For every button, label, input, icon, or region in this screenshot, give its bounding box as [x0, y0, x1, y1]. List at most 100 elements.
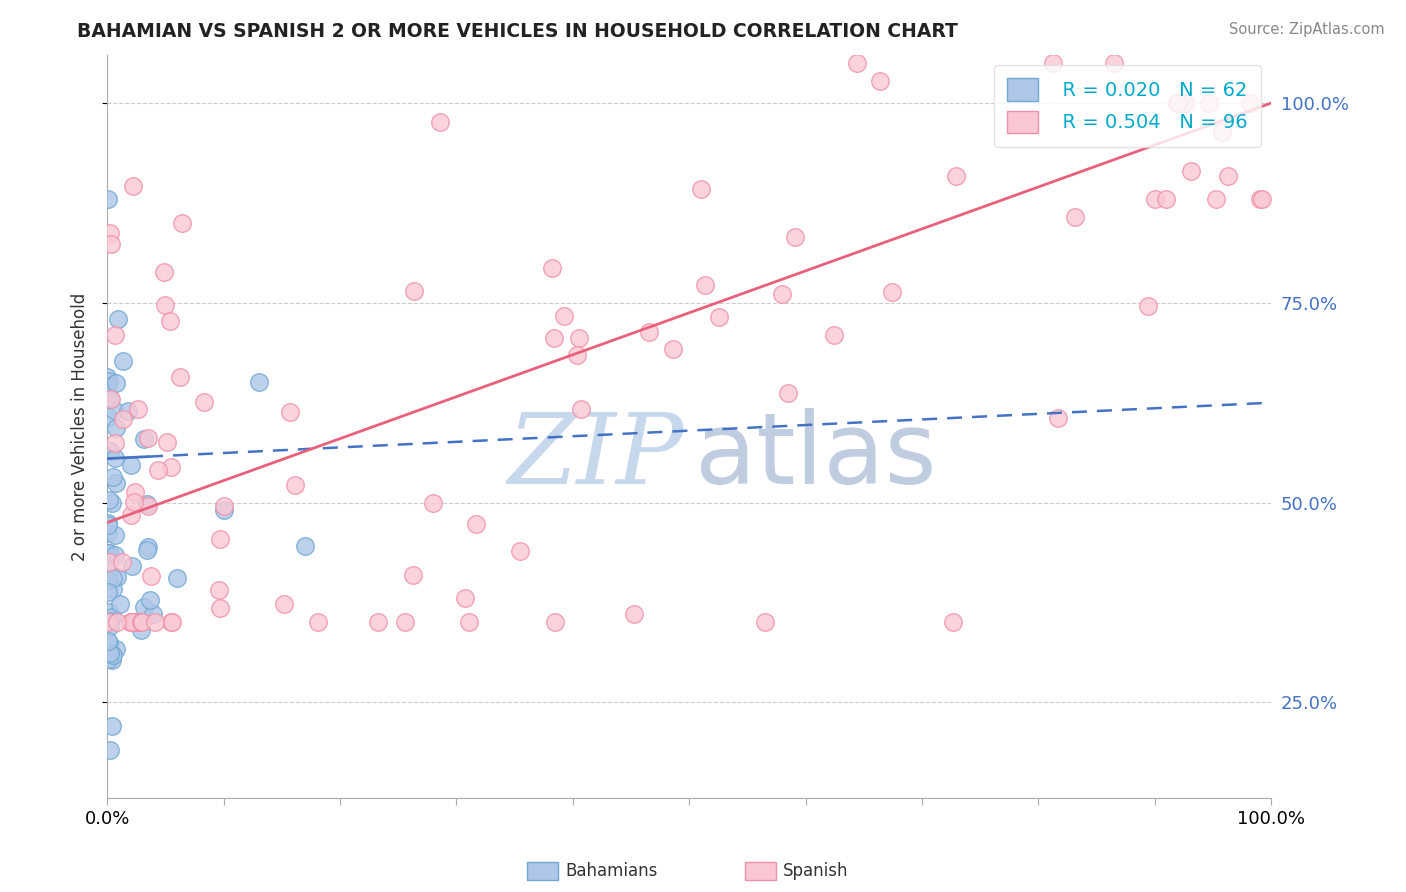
Point	[509, 544, 531, 558]
Point	[127, 401, 149, 416]
Point	[111, 354, 134, 368]
Point	[101, 719, 124, 733]
Point	[101, 496, 124, 510]
Text: atlas: atlas	[695, 408, 936, 505]
Point	[1211, 125, 1233, 139]
Point	[124, 615, 146, 630]
Point	[98, 605, 121, 619]
Point	[208, 600, 231, 615]
Point	[754, 615, 776, 630]
Y-axis label: 2 or more Vehicles in Household: 2 or more Vehicles in Household	[72, 293, 89, 561]
Point	[97, 410, 120, 425]
Point	[623, 607, 645, 622]
Point	[124, 485, 146, 500]
Point	[142, 607, 165, 621]
Point	[458, 615, 481, 630]
Point	[97, 615, 120, 630]
Point	[212, 499, 235, 513]
Point	[131, 615, 153, 630]
Point	[112, 411, 135, 425]
Point	[117, 404, 139, 418]
Point	[97, 192, 120, 206]
Point	[131, 615, 153, 630]
Point	[1174, 96, 1197, 111]
Point	[105, 615, 128, 630]
Point	[96, 369, 118, 384]
Point	[139, 569, 162, 583]
Point	[132, 600, 155, 615]
Point	[709, 310, 731, 325]
Point	[97, 652, 120, 666]
Point	[101, 470, 124, 484]
Point	[104, 641, 127, 656]
Point	[1180, 164, 1202, 178]
Point	[100, 226, 122, 240]
Point	[107, 311, 129, 326]
Point	[97, 545, 120, 559]
Point	[135, 543, 157, 558]
Point	[104, 548, 127, 562]
Point	[429, 115, 451, 129]
Point	[136, 499, 159, 513]
Point	[402, 568, 425, 582]
Point	[96, 379, 118, 393]
Point	[637, 326, 659, 340]
Point	[159, 615, 181, 630]
Point	[846, 56, 869, 70]
Point	[97, 633, 120, 648]
Point	[553, 309, 575, 323]
Point	[1154, 192, 1177, 206]
Point	[209, 532, 232, 546]
Point	[278, 405, 301, 419]
Point	[100, 392, 122, 406]
Point	[138, 592, 160, 607]
Point	[136, 497, 159, 511]
Point	[97, 573, 120, 587]
Point	[148, 463, 170, 477]
Point	[294, 539, 316, 553]
Point	[1102, 56, 1125, 70]
Point	[121, 615, 143, 630]
Point	[544, 615, 567, 630]
Point	[97, 516, 120, 530]
Point	[568, 331, 591, 345]
Point	[153, 298, 176, 312]
Point	[128, 615, 150, 630]
Point	[1249, 192, 1271, 206]
Point	[540, 261, 562, 276]
Point	[120, 508, 142, 523]
Point	[166, 571, 188, 585]
Point	[153, 265, 176, 279]
Point	[104, 528, 127, 542]
Point	[98, 743, 121, 757]
Point	[98, 555, 121, 569]
Point	[104, 436, 127, 450]
Point	[1042, 56, 1064, 70]
Point	[1198, 96, 1220, 111]
Text: Bahamians: Bahamians	[565, 862, 658, 880]
Legend:   R = 0.020   N = 62,   R = 0.504   N = 96: R = 0.020 N = 62, R = 0.504 N = 96	[994, 65, 1261, 146]
Point	[98, 646, 121, 660]
Point	[103, 571, 125, 585]
Point	[212, 503, 235, 517]
Point	[97, 518, 120, 533]
Point	[121, 178, 143, 193]
Point	[101, 648, 124, 662]
Point	[97, 546, 120, 560]
Point	[273, 597, 295, 611]
Point	[101, 582, 124, 596]
Point	[661, 342, 683, 356]
Point	[1166, 96, 1188, 111]
Point	[101, 653, 124, 667]
Point	[101, 610, 124, 624]
Point	[1216, 169, 1239, 183]
Point	[172, 216, 194, 230]
Point	[942, 615, 965, 630]
Point	[1251, 192, 1274, 206]
Point	[110, 555, 132, 569]
Point	[160, 460, 183, 475]
Point	[1239, 96, 1261, 111]
Point	[159, 314, 181, 328]
Point	[571, 401, 593, 416]
Point	[945, 169, 967, 183]
